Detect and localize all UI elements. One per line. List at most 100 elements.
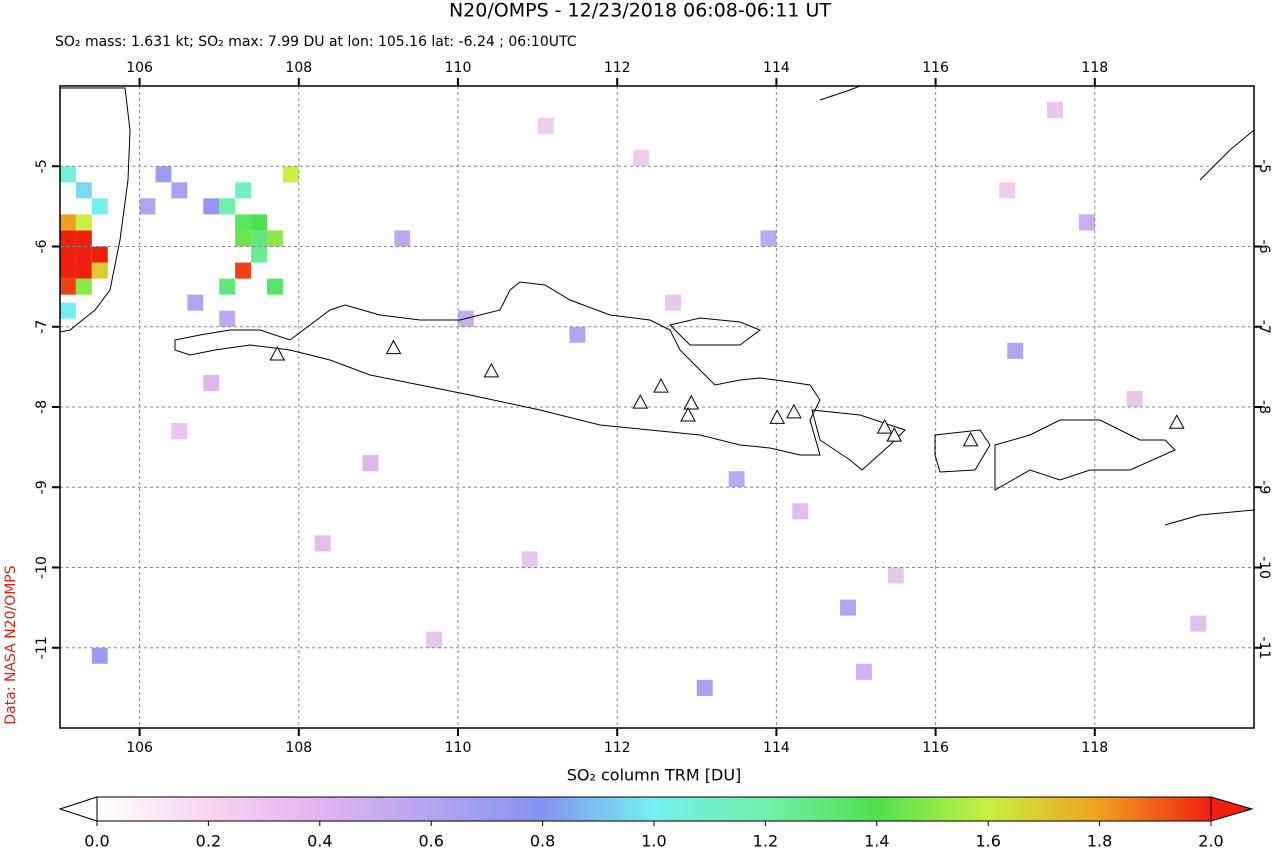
so2-pixel [91, 246, 108, 263]
x-tick-label-bottom: 108 [285, 740, 312, 756]
so2-pixel [282, 166, 299, 183]
volcano [683, 394, 700, 410]
volcano [632, 394, 649, 409]
so2-pixel [251, 230, 267, 247]
so2-pixel [1047, 102, 1063, 119]
so2-pixel [537, 118, 554, 135]
colorbar: 0.0 0.2 0.4 0.6 0.8 1.0 1.2 1.4 1.6 1.8 2.0 [58, 796, 1254, 851]
coastline-madura [669, 317, 762, 346]
coastline-sumba [1164, 509, 1254, 526]
so2-pixel [91, 647, 108, 664]
so2-pixel [314, 535, 331, 552]
so2-pixel [235, 262, 252, 279]
so2-pixel [139, 198, 156, 215]
so2-pixel [266, 278, 283, 295]
volcano [876, 419, 893, 434]
volcano [680, 406, 696, 422]
y-tick-label-left: -6 [34, 239, 50, 253]
x-tick-label-top: 110 [445, 60, 472, 76]
so2-pixel [60, 302, 76, 319]
x-tick-label-bottom: 110 [445, 740, 472, 756]
colorbar-high-arrow [1210, 796, 1254, 822]
coastline-borneo [819, 86, 861, 101]
volcano [1168, 414, 1185, 429]
so2-pixel [219, 198, 236, 215]
so2-pixel [219, 310, 236, 327]
y-tick-label-left: -7 [34, 320, 50, 334]
y-tick-label-left: -5 [34, 159, 50, 173]
so2-pixel [633, 150, 650, 167]
so2-pixel [60, 166, 76, 183]
colorbar-tick-label: 1.6 [975, 832, 1000, 851]
so2-pixel [235, 182, 252, 199]
y-tick-label-right: -11 [1256, 636, 1272, 659]
colorbar-label: SO₂ column TRM [DU] [567, 766, 742, 785]
coastline-bali [811, 409, 906, 471]
colorbar-tick-label: 2.0 [1198, 832, 1223, 851]
y-tick-label-right: -6 [1256, 240, 1272, 254]
so2-pixel [75, 230, 92, 247]
so2-pixel [219, 278, 236, 295]
so2-pixel [394, 230, 411, 247]
colorbar-tick-label: 0.4 [307, 832, 332, 851]
so2-pixel [75, 278, 92, 295]
so2-pixel [1078, 214, 1095, 231]
so2-pixel [760, 230, 777, 247]
volcano [483, 362, 500, 378]
colorbar-tick-label: 0.2 [196, 832, 221, 851]
grid [60, 86, 1254, 728]
volcano [886, 427, 903, 442]
so2-pixel [75, 246, 92, 263]
volcano [269, 345, 286, 361]
y-tick-label-right: -8 [1256, 400, 1272, 414]
so2-pixel [251, 246, 267, 263]
x-tick-label-top: 106 [126, 60, 153, 76]
coastline-lombok [934, 429, 991, 473]
volcano [385, 339, 402, 355]
x-tick-label-bottom: 114 [763, 740, 790, 756]
so2-pixel [887, 567, 904, 584]
so2-pixel [426, 631, 443, 648]
y-tick-label-left: -10 [34, 556, 50, 579]
so2-pixel [696, 679, 713, 696]
colorbar-low-arrow [58, 796, 98, 822]
so2-pixel [91, 198, 108, 215]
so2-pixel [155, 166, 172, 183]
so2-pixel [728, 471, 745, 488]
so2-pixel [75, 182, 92, 199]
volcano-layer [269, 339, 1185, 447]
y-tick-label-right: -10 [1256, 556, 1272, 579]
colorbar-gradient [96, 796, 1212, 822]
x-tick-label-top: 112 [604, 60, 631, 76]
so2-pixel [235, 214, 252, 231]
y-tick-label-right: -9 [1256, 480, 1272, 494]
so2-pixel [187, 294, 204, 311]
y-tick-label-right: -7 [1256, 320, 1272, 334]
coastlines [60, 86, 1254, 526]
so2-pixel [1007, 342, 1024, 359]
so2-pixel [840, 599, 856, 616]
coastline-sumatra [60, 87, 131, 333]
so2-pixel [203, 198, 220, 215]
so2-pixel [569, 326, 586, 343]
volcano [769, 409, 786, 424]
so2-pixel [203, 374, 220, 391]
so2-pixel [60, 214, 76, 231]
volcano [962, 431, 979, 447]
x-tick-label-top: 114 [763, 60, 790, 76]
chart-subtitle: SO₂ mass: 1.631 kt; SO₂ max: 7.99 DU at … [55, 34, 577, 50]
so2-pixel [266, 230, 283, 247]
y-tick-label-right: -5 [1256, 159, 1272, 173]
so2-pixel [171, 182, 188, 199]
x-tick-label-bottom: 116 [922, 740, 949, 756]
x-tick-label-bottom: 118 [1081, 740, 1108, 756]
colorbar-tick-label: 1.4 [864, 832, 889, 851]
so2-pixel [60, 246, 76, 263]
colorbar-tick-label: 1.0 [641, 832, 666, 851]
so2-pixel [521, 551, 538, 568]
colorbar-tick-label: 0.8 [530, 832, 555, 851]
so2-pixel [1126, 390, 1143, 407]
colorbar-tick-label: 0.6 [418, 832, 443, 851]
so2-pixel [60, 262, 76, 279]
